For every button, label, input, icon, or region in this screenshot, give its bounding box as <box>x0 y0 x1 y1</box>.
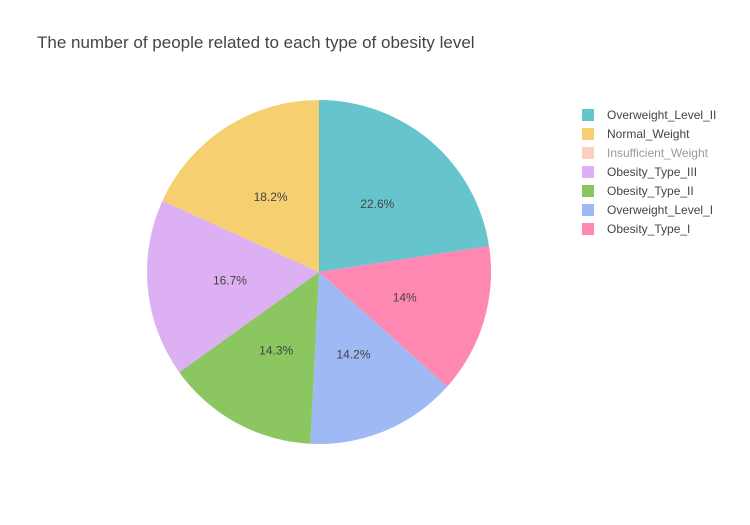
slice-label-overweight-level-i: 14.2% <box>336 348 370 362</box>
legend-label: Obesity_Type_I <box>607 221 691 236</box>
legend-label: Obesity_Type_II <box>607 183 694 198</box>
legend-label: Normal_Weight <box>607 126 690 141</box>
pie-slice-obesity-type-iii[interactable] <box>146 200 319 373</box>
legend-label: Insufficient_Weight <box>607 145 708 160</box>
slice-label-obesity-type-i: 14% <box>393 290 417 304</box>
legend-item-obesity-type-iii[interactable]: Obesity_Type_III <box>579 162 716 181</box>
pie-slice-normal-weight[interactable] <box>162 99 319 272</box>
pie-slice-overweight-level-i[interactable] <box>310 272 448 444</box>
legend-item-overweight-level-i[interactable]: Overweight_Level_I <box>579 200 716 219</box>
legend-swatch <box>582 108 594 121</box>
legend-label: Obesity_Type_III <box>607 164 698 179</box>
slice-label-obesity-type-ii: 14.3% <box>259 344 293 358</box>
legend-label: Overweight_Level_I <box>607 202 714 217</box>
legend-item-overweight-level-ii[interactable]: Overweight_Level_II <box>579 105 716 124</box>
legend: Overweight_Level_II Normal_Weight Insuffic… <box>579 105 716 238</box>
pie-slice-overweight-level-ii[interactable] <box>319 100 490 272</box>
legend-label: Overweight_Level_II <box>607 107 717 122</box>
legend-item-insufficient-weight[interactable]: Insufficient_Weight <box>579 143 716 162</box>
slice-label-normal-weight: 18.2% <box>254 190 288 204</box>
legend-swatch <box>582 165 594 178</box>
legend-swatch <box>582 222 594 235</box>
slice-label-obesity-type-iii: 16.7% <box>213 274 247 288</box>
legend-item-normal-weight[interactable]: Normal_Weight <box>579 124 716 143</box>
pie-slice-obesity-type-ii[interactable] <box>179 272 319 444</box>
legend-swatch <box>582 127 594 140</box>
pie-slice-obesity-type-i[interactable] <box>319 246 491 387</box>
legend-swatch <box>582 146 594 159</box>
legend-item-obesity-type-ii[interactable]: Obesity_Type_II <box>579 181 716 200</box>
pie-slices <box>146 99 491 444</box>
chart-title: The number of people related to each typ… <box>37 33 475 52</box>
legend-swatch <box>582 203 594 216</box>
slice-label-overweight-level-ii: 22.6% <box>360 197 394 211</box>
legend-item-obesity-type-i[interactable]: Obesity_Type_I <box>579 219 716 238</box>
legend-swatch <box>582 184 594 197</box>
pie-slice-labels: 22.6% 14% 14.2% 14.3% 16.7% 18.2% <box>213 190 417 362</box>
